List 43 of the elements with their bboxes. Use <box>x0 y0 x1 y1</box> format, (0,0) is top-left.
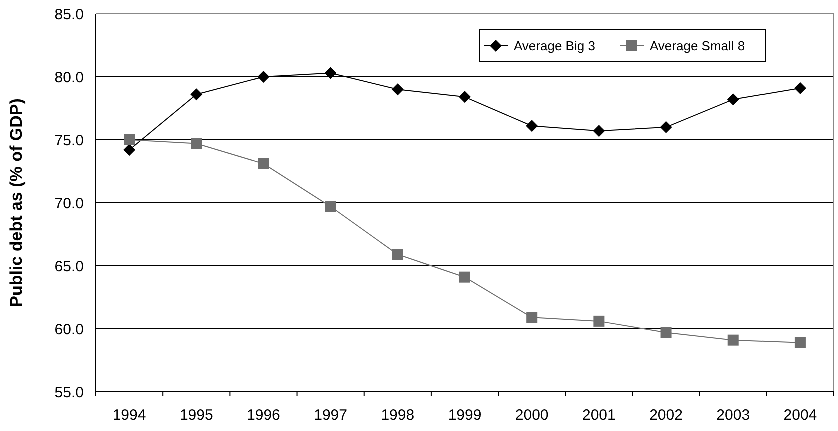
point <box>392 249 404 260</box>
x-tick-label: 1998 <box>381 407 415 424</box>
point <box>728 334 739 346</box>
point <box>594 316 605 327</box>
point <box>124 134 136 146</box>
y-tick-label: 70.0 <box>54 195 84 212</box>
x-tick-label: 2003 <box>716 407 750 424</box>
point <box>190 88 203 101</box>
y-tick-label: 55.0 <box>54 384 84 402</box>
x-tick-label: 1997 <box>314 407 348 424</box>
x-tick-label: 1999 <box>448 407 482 424</box>
point <box>460 272 470 283</box>
point <box>660 121 672 134</box>
x-tick-label: 2000 <box>515 407 549 424</box>
point <box>459 91 471 104</box>
point <box>526 312 538 324</box>
x-tick-label: 1995 <box>180 407 214 424</box>
x-tick-label: 2002 <box>650 407 683 424</box>
point <box>324 67 337 80</box>
point <box>124 144 136 156</box>
legend-label: Average Big 3 <box>514 38 596 54</box>
y-tick-label: 85.0 <box>54 6 84 24</box>
x-tick-label: 1996 <box>247 407 280 424</box>
point <box>325 201 336 212</box>
point <box>526 120 538 132</box>
point <box>593 125 606 138</box>
point <box>258 71 270 83</box>
legend-label: Average Small 8 <box>650 38 746 54</box>
x-tick-label: 1994 <box>112 407 146 424</box>
point <box>794 82 806 94</box>
point <box>727 94 740 106</box>
y-tick-label: 80.0 <box>54 69 84 86</box>
x-tick-label: 2004 <box>784 407 818 424</box>
y-tick-label: 60.0 <box>54 321 84 338</box>
point <box>660 327 672 338</box>
point <box>191 138 202 150</box>
x-tick-label: 2001 <box>582 407 616 424</box>
y-axis-title: Public debt as (% of GDP) <box>7 98 26 308</box>
point <box>794 337 806 348</box>
point <box>258 158 270 170</box>
y-tick-label: 75.0 <box>54 132 84 150</box>
point <box>392 84 404 96</box>
y-tick-label: 65.0 <box>54 258 84 276</box>
